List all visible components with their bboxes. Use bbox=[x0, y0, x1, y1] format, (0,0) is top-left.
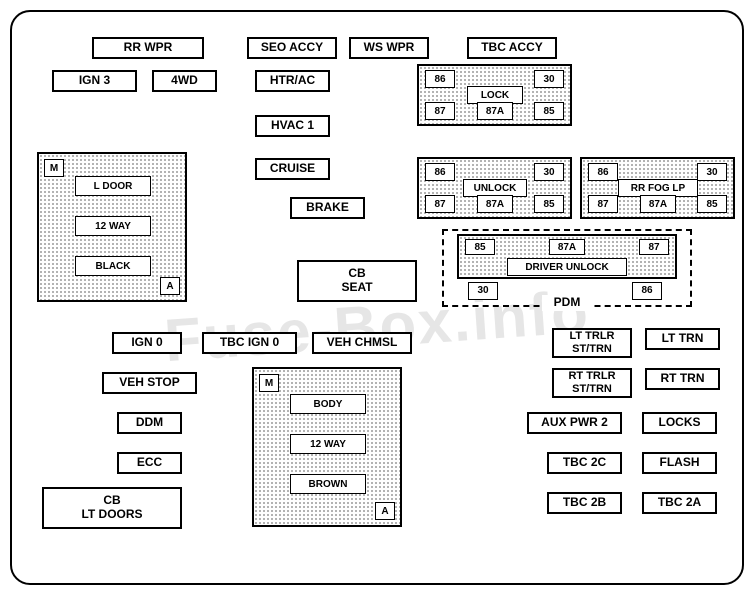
fuse-seo-accy: SEO ACCY bbox=[247, 37, 337, 59]
pin-87a: 87A bbox=[477, 102, 513, 120]
corner-m: M bbox=[44, 159, 64, 177]
pin-86-du: 86 bbox=[632, 282, 662, 300]
pin-87: 87 bbox=[639, 239, 669, 255]
fuse-cruise: CRUISE bbox=[255, 158, 330, 180]
pin-87: 87 bbox=[425, 102, 455, 120]
fuse-htr-ac: HTR/AC bbox=[255, 70, 330, 92]
fuse-flash: FLASH bbox=[642, 452, 717, 474]
pin-87a: 87A bbox=[640, 195, 676, 213]
body-12way: 12 WAY bbox=[290, 434, 366, 454]
l-door-label: L DOOR bbox=[75, 176, 151, 196]
l-door-12way: 12 WAY bbox=[75, 216, 151, 236]
pin-85: 85 bbox=[534, 195, 564, 213]
fuse-ign0: IGN 0 bbox=[112, 332, 182, 354]
fuse-4wd: 4WD bbox=[152, 70, 217, 92]
pin-30: 30 bbox=[697, 163, 727, 181]
fuse-tbc-2b: TBC 2B bbox=[547, 492, 622, 514]
fuse-ws-wpr: WS WPR bbox=[349, 37, 429, 59]
fuse-ecc: ECC bbox=[117, 452, 182, 474]
pin-85: 85 bbox=[465, 239, 495, 255]
fuse-tbc-ign0: TBC IGN 0 bbox=[202, 332, 297, 354]
corner-a: A bbox=[160, 277, 180, 295]
pin-87: 87 bbox=[425, 195, 455, 213]
fuse-veh-stop: VEH STOP bbox=[102, 372, 197, 394]
relay-driver-unlock: 85 87A 87 DRIVER UNLOCK bbox=[457, 234, 677, 279]
pin-87a: 87A bbox=[549, 239, 585, 255]
pin-87a: 87A bbox=[477, 195, 513, 213]
body-brown: BROWN bbox=[290, 474, 366, 494]
fuse-lt-trn: LT TRN bbox=[645, 328, 720, 350]
l-door-black: BLACK bbox=[75, 256, 151, 276]
fuse-rt-trn: RT TRN bbox=[645, 368, 720, 390]
corner-a: A bbox=[375, 502, 395, 520]
fuse-rr-wpr: RR WPR bbox=[92, 37, 204, 59]
body-label: BODY bbox=[290, 394, 366, 414]
pdm-label: PDM bbox=[542, 295, 592, 311]
relay-body: M BODY 12 WAY BROWN A bbox=[252, 367, 402, 527]
pin-86: 86 bbox=[425, 70, 455, 88]
pin-85: 85 bbox=[534, 102, 564, 120]
fuse-locks: LOCKS bbox=[642, 412, 717, 434]
pin-87: 87 bbox=[588, 195, 618, 213]
pin-30: 30 bbox=[534, 163, 564, 181]
fuse-lt-trlr: LT TRLR ST/TRN bbox=[552, 328, 632, 358]
fuse-brake: BRAKE bbox=[290, 197, 365, 219]
relay-driver-unlock-label: DRIVER UNLOCK bbox=[507, 258, 627, 276]
fuse-tbc-2a: TBC 2A bbox=[642, 492, 717, 514]
fuse-hvac1: HVAC 1 bbox=[255, 115, 330, 137]
fuse-veh-chmsl: VEH CHMSL bbox=[312, 332, 412, 354]
fuse-tbc-accy: TBC ACCY bbox=[467, 37, 557, 59]
fuse-ign3: IGN 3 bbox=[52, 70, 137, 92]
relay-unlock: 86 30 UNLOCK 87 87A 85 bbox=[417, 157, 572, 219]
fuse-ddm: DDM bbox=[117, 412, 182, 434]
fuse-rt-trlr: RT TRLR ST/TRN bbox=[552, 368, 632, 398]
fuse-aux-pwr2: AUX PWR 2 bbox=[527, 412, 622, 434]
pin-86: 86 bbox=[425, 163, 455, 181]
corner-m: M bbox=[259, 374, 279, 392]
pin-30: 30 bbox=[534, 70, 564, 88]
fuse-cb-lt-doors: CB LT DOORS bbox=[42, 487, 182, 529]
relay-l-door: M L DOOR 12 WAY BLACK A bbox=[37, 152, 187, 302]
relay-lock: 86 30 LOCK 87 87A 85 bbox=[417, 64, 572, 126]
fuse-box-panel: Fuse-Box.info RR WPR SEO ACCY WS WPR TBC… bbox=[10, 10, 744, 585]
pin-86: 86 bbox=[588, 163, 618, 181]
fuse-cb-seat: CB SEAT bbox=[297, 260, 417, 302]
relay-rr-fog-lp: 86 30 RR FOG LP 87 87A 85 bbox=[580, 157, 735, 219]
fuse-tbc-2c: TBC 2C bbox=[547, 452, 622, 474]
pin-85: 85 bbox=[697, 195, 727, 213]
pin-30-du: 30 bbox=[468, 282, 498, 300]
